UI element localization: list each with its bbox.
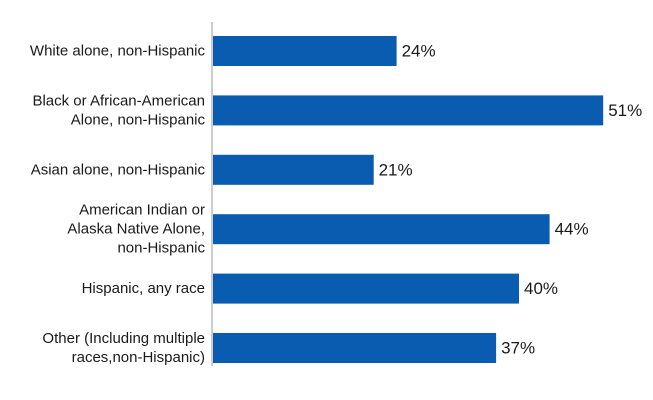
bar-3 [213,214,550,245]
category-label-line: Alaska Native Alone, [67,221,205,238]
bar-2 [213,154,374,185]
category-label-2: Asian alone, non-Hispanic [31,161,206,178]
value-label-5: 37% [501,339,535,358]
category-label-line: Asian alone, non-Hispanic [31,161,206,178]
bars-group [213,36,604,363]
value-label-2: 21% [379,160,413,179]
category-label-line: races,non-Hispanic) [72,349,205,366]
value-label-0: 24% [402,42,436,61]
category-label-0: White alone, non-Hispanic [30,43,206,60]
category-label-4: Hispanic, any race [82,280,205,297]
value-label-4: 40% [524,279,558,298]
bar-1 [213,95,604,126]
category-label-line: Other (Including multiple [42,330,205,347]
labels-group: 24% White alone, non-Hispanic 51% Black or … [30,42,642,367]
category-label-line: American Indian or [79,202,205,219]
bar-4 [213,273,519,304]
value-label-3: 44% [555,220,589,239]
value-label-1: 51% [608,101,642,120]
category-label-line: non-Hispanic [117,240,205,257]
category-label-line: Black or African-American [32,92,205,109]
bar-5 [213,333,497,363]
bar-0 [213,36,397,66]
category-label-line: Hispanic, any race [82,280,205,297]
category-label-5: Other (Including multiple races,non-Hispa… [42,330,205,366]
category-label-1: Black or African-American Alone, non-Hisp… [32,92,205,128]
category-label-3: American Indian or Alaska Native Alone, no… [67,202,205,257]
category-label-line: White alone, non-Hispanic [30,43,206,60]
category-label-line: Alone, non-Hispanic [71,111,206,128]
